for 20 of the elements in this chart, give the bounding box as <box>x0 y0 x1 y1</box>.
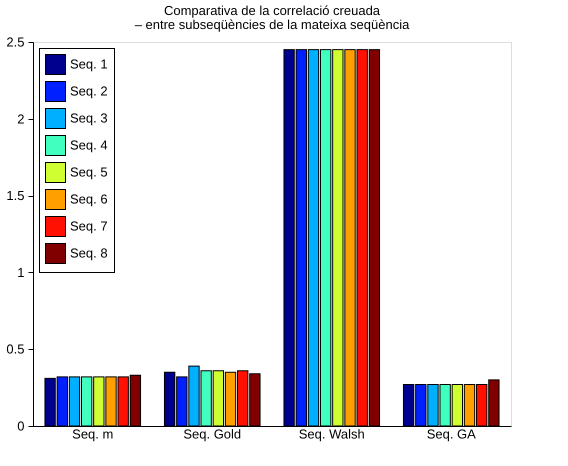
legend-label: Seq. 4 <box>70 138 108 152</box>
legend-label: Seq. 1 <box>70 56 108 72</box>
chart-subtitle: – entre subseqüències de la mateixa seqüència <box>134 17 410 32</box>
y-tick-label: 0 <box>17 418 24 434</box>
y-tick-label: 0.5 <box>6 342 24 357</box>
x-tick-label: Seq. m <box>72 426 114 442</box>
x-tick-label: Seq. Gold <box>183 426 242 442</box>
legend-label: Seq. 7 <box>70 218 108 234</box>
y-tick-label: 2.5 <box>6 34 24 50</box>
legend-label: Seq. 3 <box>70 110 108 126</box>
x-tick-label: Seq. Walsh <box>298 426 365 442</box>
y-tick-label: 1.5 <box>6 188 24 204</box>
legend-label: Seq. 8 <box>70 246 108 260</box>
legend-label: Seq. 6 <box>70 192 108 206</box>
chart-title: Comparativa de la correlació creuada <box>164 3 381 18</box>
y-tick-label: 2 <box>17 111 24 126</box>
x-tick-label: Seq. GA <box>426 426 476 442</box>
y-tick-label: 1 <box>17 264 24 280</box>
legend-label: Seq. 2 <box>70 84 108 98</box>
legend-label: Seq. 5 <box>70 164 108 180</box>
